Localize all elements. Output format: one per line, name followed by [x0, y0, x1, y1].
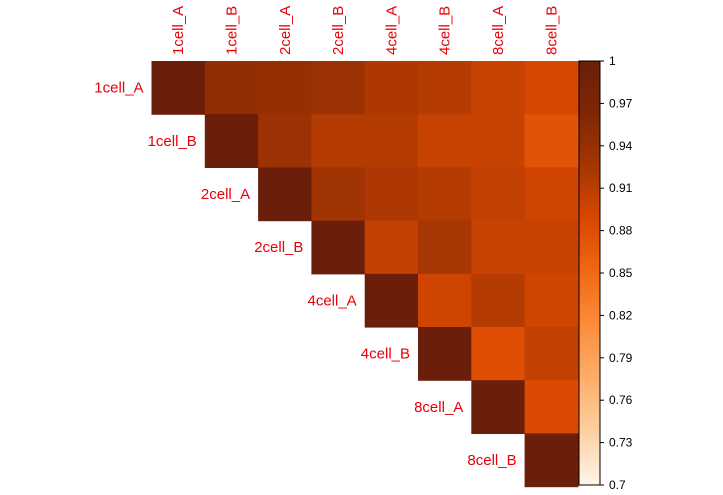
column-label: 2cell_A	[277, 6, 294, 55]
column-label: 4cell_B	[437, 6, 454, 55]
column-labels: 1cell_A 1cell_B 2cell_A 2cell_B 4cell_A 4cell…	[170, 6, 560, 55]
heatmap-cell-4cell_B-8cell_A	[471, 327, 526, 381]
heatmap-cell-1cell_B-2cell_A	[258, 114, 312, 168]
column-label: 8cell_B	[543, 6, 560, 55]
heatmap-cell-2cell_B-8cell_B	[524, 220, 579, 275]
colorbar: 1 0.97 0.94 0.91 0.88 0.85 0.82 0.79 0.76 0.73 0.7	[578, 54, 633, 492]
column-label: 2cell_B	[330, 6, 347, 55]
colorbar-tick-label: 0.85	[609, 266, 633, 280]
heatmap-cell-2cell_A-8cell_A	[471, 167, 526, 222]
heatmap-cell-1cell_A-2cell_B	[311, 61, 366, 115]
row-labels: 1cell_A 1cell_B 2cell_A 2cell_B 4cell_A 4cell…	[94, 80, 516, 469]
colorbar-tick-label: 0.82	[609, 308, 633, 322]
heatmap-cell-4cell_B-4cell_B	[418, 327, 472, 381]
row-label: 2cell_A	[201, 186, 250, 203]
heatmap-cell-2cell_A-2cell_B	[311, 167, 366, 222]
colorbar-tick-label: 0.79	[609, 351, 633, 365]
colorbar-tick-label: 0.97	[609, 96, 633, 110]
heatmap-cell-1cell_A-2cell_A	[258, 61, 312, 115]
heatmap-cells	[151, 61, 579, 488]
colorbar-tick-label: 0.94	[609, 139, 633, 153]
heatmap-cell-1cell_A-1cell_A	[151, 61, 206, 115]
heatmap-cell-1cell_A-4cell_B	[418, 61, 472, 115]
heatmap-cell-4cell_B-8cell_B	[524, 327, 579, 381]
heatmap-cell-2cell_A-4cell_A	[364, 167, 419, 222]
colorbar-tick-label: 1	[609, 54, 616, 68]
heatmap-cell-2cell_A-4cell_B	[418, 167, 472, 222]
colorbar-tick-label: 0.88	[609, 224, 633, 238]
row-label: 2cell_B	[254, 239, 303, 256]
row-label: 1cell_A	[94, 80, 143, 97]
heatmap-cell-2cell_A-2cell_A	[258, 167, 312, 222]
row-label: 4cell_A	[307, 292, 356, 309]
row-label: 8cell_A	[414, 399, 463, 416]
heatmap-cell-2cell_B-4cell_B	[418, 220, 472, 275]
heatmap-cell-2cell_B-2cell_B	[311, 220, 366, 275]
heatmap-cell-1cell_B-4cell_B	[418, 114, 472, 168]
colorbar-gradient	[578, 60, 601, 486]
column-label: 1cell_B	[223, 6, 240, 55]
row-label: 1cell_B	[148, 133, 197, 150]
heatmap-cell-2cell_B-8cell_A	[471, 220, 526, 275]
heatmap-cell-4cell_A-4cell_A	[364, 273, 419, 328]
column-label: 1cell_A	[170, 6, 187, 55]
heatmap-cell-1cell_B-8cell_B	[524, 114, 579, 168]
heatmap-cell-1cell_A-4cell_A	[364, 61, 419, 115]
heatmap-cell-8cell_B-8cell_B	[524, 433, 579, 488]
heatmap-cell-4cell_A-4cell_B	[418, 273, 472, 328]
colorbar-ticks: 1 0.97 0.94 0.91 0.88 0.85 0.82 0.79 0.76 0.73 0.7	[600, 54, 633, 492]
column-label: 4cell_A	[383, 6, 400, 55]
heatmap-cell-4cell_A-8cell_A	[471, 273, 526, 328]
heatmap-cell-1cell_B-1cell_B	[204, 114, 259, 168]
colorbar-tick-label: 0.91	[609, 181, 633, 195]
heatmap-cell-1cell_B-4cell_A	[364, 114, 419, 168]
colorbar-tick-label: 0.7	[609, 478, 626, 492]
colorbar-tick-label: 0.73	[609, 436, 633, 450]
heatmap-cell-8cell_A-8cell_A	[471, 380, 526, 434]
column-label: 8cell_A	[490, 6, 507, 55]
heatmap-cell-8cell_A-8cell_B	[524, 380, 579, 434]
heatmap-cell-1cell_B-2cell_B	[311, 114, 366, 168]
heatmap-cell-1cell_A-1cell_B	[204, 61, 259, 115]
heatmap-cell-1cell_B-8cell_A	[471, 114, 526, 168]
row-label: 4cell_B	[361, 346, 410, 363]
heatmap-cell-1cell_A-8cell_B	[524, 61, 579, 115]
row-label: 8cell_B	[467, 452, 516, 469]
heatmap-cell-4cell_A-8cell_B	[524, 273, 579, 328]
heatmap-cell-2cell_A-8cell_B	[524, 167, 579, 222]
colorbar-tick-label: 0.76	[609, 393, 633, 407]
heatmap-cell-2cell_B-4cell_A	[364, 220, 419, 275]
heatmap-cell-1cell_A-8cell_A	[471, 61, 526, 115]
